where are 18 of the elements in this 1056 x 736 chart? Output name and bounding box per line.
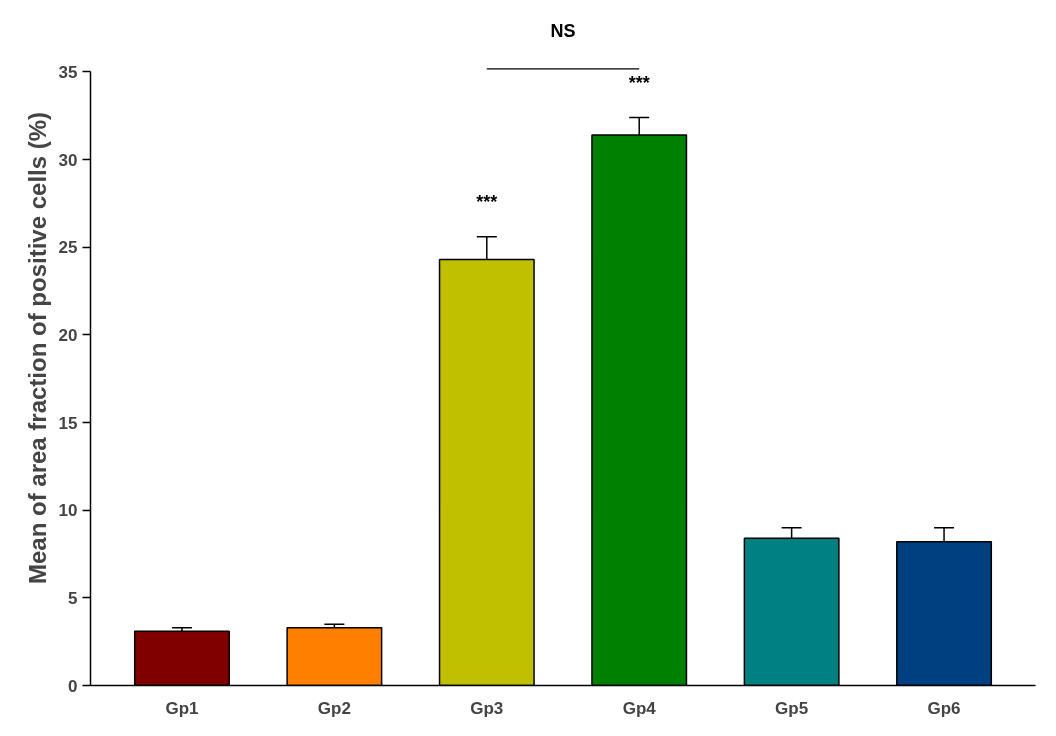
x-tick-label: Gp4 xyxy=(622,698,657,718)
x-tick-label: Gp6 xyxy=(927,698,961,718)
y-axis-title: Mean of area fraction of positive cells (%) xyxy=(23,111,51,585)
data-label: *** xyxy=(476,192,498,213)
y-tick-label: 10 xyxy=(58,501,78,521)
data-label: *** xyxy=(628,72,650,93)
y-tick-label: 15 xyxy=(58,413,78,433)
y-tick-label: 0 xyxy=(68,676,78,696)
x-tick-label: Gp2 xyxy=(317,698,351,718)
x-tick-label: Gp5 xyxy=(775,698,809,718)
text: NS xyxy=(550,21,576,42)
y-tick-label: 25 xyxy=(58,238,78,258)
y-tick-label: 30 xyxy=(58,150,78,170)
x-tick-label: Gp3 xyxy=(470,698,504,718)
y-tick-label: 5 xyxy=(68,588,78,608)
x-tick-label: Gp1 xyxy=(165,698,199,718)
y-tick-label: 35 xyxy=(58,62,78,82)
y-tick-label: 20 xyxy=(58,325,78,345)
